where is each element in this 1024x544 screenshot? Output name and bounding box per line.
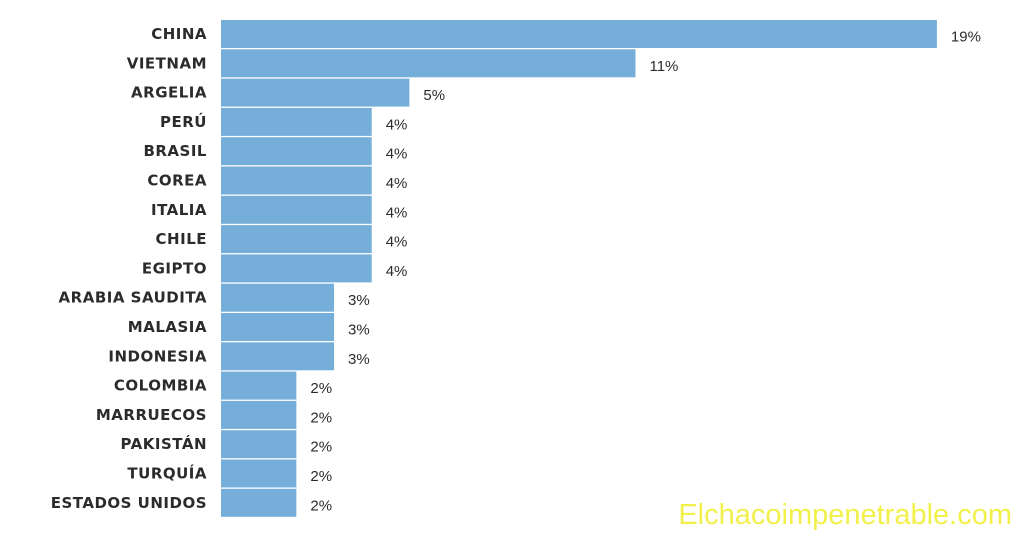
bar-15 — [221, 459, 297, 488]
category-label-4: BRASIL — [143, 142, 207, 160]
value-label-8: 4% — [386, 263, 408, 280]
bar-7 — [221, 225, 372, 254]
value-label-4: 4% — [386, 146, 408, 163]
category-label-5: COREA — [147, 172, 207, 190]
value-label-2: 5% — [423, 87, 445, 104]
category-label-2: ARGELIA — [131, 84, 207, 102]
watermark-text: Elchacoimpenetrable.com — [678, 499, 1012, 531]
bar-0 — [221, 20, 937, 48]
category-label-11: INDONESIA — [108, 347, 207, 365]
value-label-5: 4% — [386, 175, 408, 192]
bar-9 — [221, 283, 335, 312]
category-label-13: MARRUECOS — [96, 406, 207, 424]
category-label-7: CHILE — [156, 230, 207, 248]
category-label-6: ITALIA — [151, 201, 207, 219]
category-label-8: EGIPTO — [142, 259, 207, 277]
category-label-12: COLOMBIA — [114, 377, 207, 395]
value-label-9: 3% — [348, 292, 370, 309]
value-label-14: 2% — [310, 439, 332, 456]
value-label-13: 2% — [310, 409, 332, 426]
category-label-10: MALASIA — [128, 318, 207, 336]
value-labels: 19% 11% 5% 4% 4% 4% 4% 4% 4% 3% 3% 3% 2% 2% 2% 2% 2% — [310, 29, 981, 515]
value-label-6: 4% — [386, 204, 408, 221]
category-label-14: PAKISTÁN — [121, 434, 207, 453]
category-labels: CHINA VIETNAM ARGELIA PERÚ BRASIL COREA ITALIA… — [51, 25, 207, 512]
bar-4 — [221, 137, 372, 166]
value-label-7: 4% — [386, 234, 408, 251]
category-label-3: PERÚ — [160, 112, 207, 131]
value-label-16: 2% — [310, 497, 332, 514]
bar-5 — [221, 166, 372, 195]
bar-6 — [221, 195, 372, 224]
bar-10 — [221, 313, 335, 341]
bar-3 — [221, 107, 372, 136]
value-label-10: 3% — [348, 322, 370, 339]
bar-2 — [221, 78, 410, 107]
value-label-15: 2% — [310, 468, 332, 485]
category-label-16: ESTADOS UNIDOS — [51, 494, 207, 512]
bar-12 — [221, 371, 297, 400]
bar-1 — [221, 49, 636, 78]
category-label-9: ARABIA SAUDITA — [59, 289, 207, 307]
category-label-0: CHINA — [151, 25, 207, 43]
category-label-1: VIETNAM — [127, 54, 207, 72]
bar-11 — [221, 342, 335, 371]
value-label-3: 4% — [386, 116, 408, 133]
value-label-12: 2% — [310, 380, 332, 397]
bar-8 — [221, 254, 372, 283]
bar-14 — [221, 430, 297, 459]
bar-16 — [221, 488, 297, 517]
value-label-11: 3% — [348, 351, 370, 368]
value-label-0: 19% — [951, 29, 981, 46]
category-label-15: TURQUÍA — [127, 464, 207, 483]
value-label-1: 11% — [649, 58, 678, 75]
bars-group — [221, 20, 937, 517]
bar-13 — [221, 400, 297, 429]
